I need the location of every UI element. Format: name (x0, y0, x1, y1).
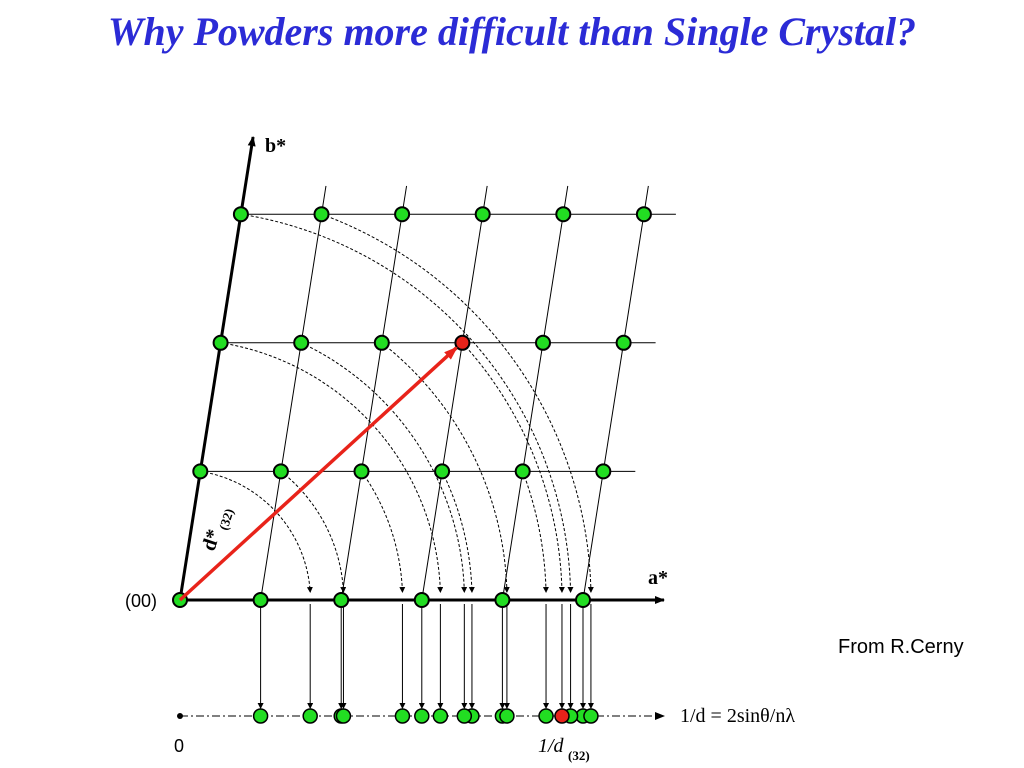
lattice (172, 136, 676, 724)
powder-peak (538, 708, 554, 724)
projection-arc (240, 213, 574, 593)
lattice-point (394, 206, 411, 223)
projection-arc (200, 470, 313, 593)
lattice-point (313, 206, 330, 223)
lattice-point (514, 463, 531, 480)
projection-arc (462, 342, 565, 593)
powder-peak (335, 708, 352, 724)
lattice-point (353, 463, 370, 480)
title: Why Powders more difficult than Single C… (107, 9, 917, 54)
projection-arc (361, 471, 406, 593)
lattice-point (434, 463, 451, 480)
projection-arc (321, 213, 594, 593)
powder-peak (414, 708, 430, 724)
credit: From R.Cerny (838, 636, 964, 658)
powder-peak (432, 708, 449, 724)
d-star-label: d* (32) (198, 507, 237, 554)
lattice-point (232, 206, 249, 223)
column-line (582, 185, 649, 601)
projection-arc (220, 342, 444, 593)
powder-peak (302, 708, 318, 724)
column-line (421, 185, 488, 601)
powder-peak (456, 708, 473, 724)
projection-arc (522, 471, 549, 593)
lattice-point (293, 334, 310, 351)
lattice-point (474, 206, 491, 223)
lattice-point (192, 463, 209, 480)
projection-arc (280, 471, 347, 593)
lattice-point (373, 334, 390, 351)
lattice-point (595, 463, 612, 480)
powder-peak (499, 708, 515, 724)
zero-label: 0 (174, 736, 184, 756)
lattice-point (575, 592, 591, 608)
lattice-point (272, 463, 289, 480)
a-star-label: a* (648, 567, 668, 589)
lattice-point (635, 206, 652, 223)
origin-label: (00) (125, 591, 157, 611)
column-line (340, 185, 408, 601)
d-label: 1/d (538, 735, 565, 757)
b-star-label: b* (265, 135, 286, 157)
powder-peak (583, 708, 599, 724)
lattice-point (494, 592, 511, 608)
d-star: d* (198, 527, 225, 554)
powder-peak (252, 708, 269, 724)
axis-formula: 1/d = 2sinθ/nλ (680, 705, 795, 727)
powder-peak (394, 708, 411, 724)
lattice-point (413, 592, 430, 608)
projection-arc (300, 342, 468, 593)
lattice-point (212, 334, 229, 351)
lattice-point (555, 206, 572, 223)
column-line (501, 185, 569, 601)
lattice-point (535, 334, 551, 351)
d-label-index: (32) (568, 748, 590, 763)
projection-arc (441, 471, 475, 593)
lattice-point (615, 334, 632, 351)
lattice-point (252, 592, 269, 608)
powder-peak-32 (554, 708, 570, 724)
reflection-32 (454, 334, 471, 351)
origin-dot (177, 713, 183, 719)
d-star-vector (178, 346, 458, 602)
d-star-index: (32) (216, 507, 237, 532)
lattice-point (333, 592, 350, 608)
column-line (260, 185, 327, 601)
